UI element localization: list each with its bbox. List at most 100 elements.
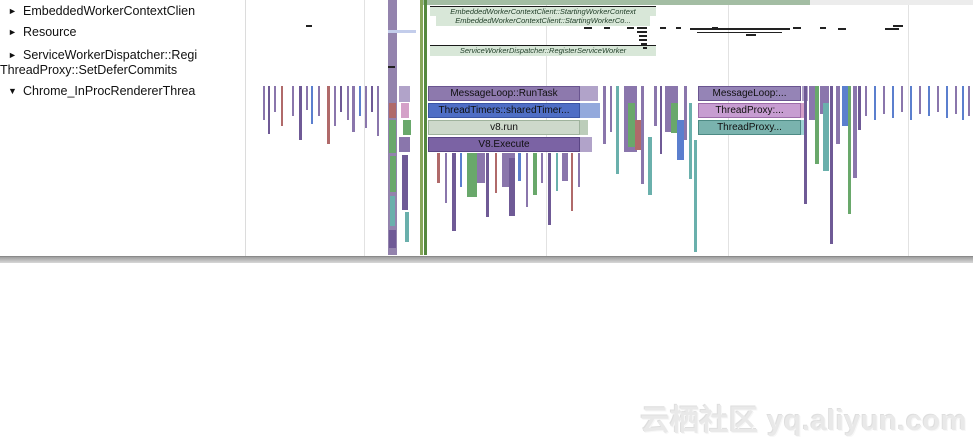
async-event-tick <box>697 32 782 33</box>
async-event-tick <box>639 35 647 37</box>
trace-slice <box>389 103 396 118</box>
trace-slice <box>815 86 819 164</box>
trace-slice <box>281 86 283 126</box>
async-event-tick <box>637 27 647 29</box>
async-event-tick <box>639 39 647 41</box>
async-slice[interactable]: ServiceWorkerDispatcher::RegisterService… <box>430 45 656 56</box>
time-gridline <box>908 0 909 256</box>
trace-slice <box>694 140 697 252</box>
trace-slice <box>883 86 885 114</box>
trace-slice <box>571 153 573 211</box>
slice-details-panel: 1 item selected. V8 slice (1) Titlev8.ru… <box>0 263 973 441</box>
trace-slice <box>580 137 592 152</box>
trace-slice <box>799 103 805 118</box>
async-event-tick <box>746 34 756 36</box>
trace-slice <box>403 120 411 135</box>
sidebar-track-1[interactable]: ► EmbeddedWorkerContextClien <box>0 4 246 20</box>
trace-slice <box>820 86 829 114</box>
trace-slice <box>823 103 829 171</box>
trace-slice <box>562 153 568 181</box>
sidebar-track-3[interactable]: ► ServiceWorkerDispatcher::Regi <box>0 48 246 64</box>
panel-splitter[interactable] <box>0 256 973 263</box>
trace-slice <box>420 0 423 255</box>
trace-slice <box>962 86 964 120</box>
trace-slice <box>955 86 957 114</box>
async-slice[interactable]: EmbeddedWorkerContextClient::StartingWor… <box>430 6 656 16</box>
trace-slice <box>580 86 598 101</box>
collapse-arrow-icon[interactable]: ▼ <box>8 86 17 96</box>
async-event-tick <box>660 27 666 29</box>
trace-slice <box>424 0 427 255</box>
trace-slice <box>292 86 294 116</box>
track-label: Chrome_InProcRendererThrea <box>23 84 196 98</box>
trace-slice <box>830 86 833 244</box>
async-event-tick <box>604 27 610 29</box>
expand-arrow-icon[interactable]: ► <box>8 27 17 37</box>
trace-slice <box>327 86 330 144</box>
trace-slice <box>526 153 528 207</box>
track-label: Resource <box>23 25 77 39</box>
trace-timeline-canvas[interactable]: EmbeddedWorkerContextClient::StartingWor… <box>0 0 973 256</box>
slice-v8-execute[interactable]: V8.Execute <box>428 137 580 152</box>
async-event-tick <box>820 27 826 29</box>
trace-slice <box>556 153 558 191</box>
slice-threadtimers-sharedtimer-[interactable]: ThreadTimers::sharedTimer... <box>428 103 580 118</box>
timeline-strip <box>810 0 973 5</box>
trace-slice <box>437 153 440 183</box>
sidebar-track-5[interactable]: ▼ Chrome_InProcRendererThrea <box>0 84 246 100</box>
trace-slice <box>533 153 537 195</box>
sidebar-track-4[interactable]: ThreadProxy::SetDeferCommits <box>0 63 246 79</box>
trace-slice <box>616 86 619 174</box>
trace-slice <box>660 86 662 154</box>
trace-slice <box>401 103 409 118</box>
trace-slice <box>460 153 462 187</box>
trace-slice <box>452 153 456 231</box>
trace-slice <box>641 86 644 184</box>
sidebar-track-2[interactable]: ► Resource <box>0 25 246 41</box>
track-label: ServiceWorkerDispatcher::Regi <box>23 48 198 62</box>
trace-slice <box>311 86 313 124</box>
trace-slice <box>371 86 373 112</box>
trace-slice <box>399 137 410 152</box>
slice-threadproxy-[interactable]: ThreadProxy... <box>698 120 801 135</box>
trace-slice <box>340 86 342 112</box>
trace-slice <box>910 86 912 120</box>
trace-slice <box>853 86 857 178</box>
trace-slice <box>804 86 807 204</box>
trace-slice <box>842 86 849 126</box>
trace-slice <box>377 86 379 136</box>
trace-slice <box>541 153 543 183</box>
trace-slice <box>635 120 643 150</box>
trace-slice <box>509 158 515 216</box>
async-slice[interactable]: EmbeddedWorkerContextClient::StartingWor… <box>436 16 650 26</box>
trace-slice <box>628 103 635 147</box>
async-event-tick <box>306 25 312 27</box>
async-event-tick <box>885 28 899 30</box>
trace-slice <box>580 103 600 118</box>
trace-slice <box>603 86 606 144</box>
trace-slice <box>359 86 361 116</box>
trace-slice <box>405 212 409 242</box>
async-event-tick <box>627 27 634 29</box>
trace-slice <box>809 86 816 120</box>
time-gridline <box>364 0 365 256</box>
trace-slice <box>799 120 807 135</box>
slice-threadproxy-[interactable]: ThreadProxy:... <box>698 103 801 118</box>
slice-messageloop-runtask[interactable]: MessageLoop::RunTask <box>428 86 580 101</box>
trace-slice <box>684 86 687 140</box>
trace-slice <box>274 86 276 112</box>
trace-slice <box>389 120 396 153</box>
trace-slice <box>671 103 678 133</box>
slice-v8-run[interactable]: v8.run <box>428 120 580 135</box>
expand-arrow-icon[interactable]: ► <box>8 50 17 60</box>
expand-arrow-icon[interactable]: ► <box>8 6 17 16</box>
slice-messageloop-[interactable]: MessageLoop:... <box>698 86 801 101</box>
watermark-text: 云栖社区 yq.aliyun.com <box>640 405 967 437</box>
async-event-tick <box>388 66 395 68</box>
trace-slice <box>389 230 396 248</box>
trace-slice <box>946 86 948 118</box>
trace-slice <box>901 86 903 112</box>
async-event-tick <box>712 27 718 29</box>
trace-slice <box>848 86 851 214</box>
